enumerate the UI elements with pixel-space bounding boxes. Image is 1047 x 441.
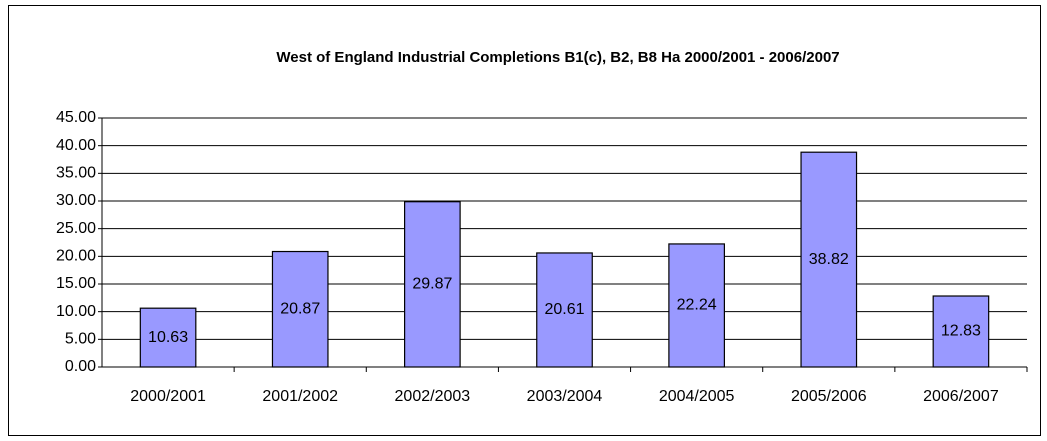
y-tick-label: 15.00 — [56, 275, 96, 292]
bar — [668, 243, 725, 368]
data-label: 29.87 — [412, 276, 452, 293]
y-tick-label: 0.00 — [65, 358, 96, 375]
data-label: 12.83 — [941, 323, 981, 340]
x-tick-label: 2005/2006 — [791, 388, 867, 405]
bar — [932, 295, 990, 368]
data-label: 20.87 — [280, 300, 320, 317]
y-tick-label: 5.00 — [65, 331, 96, 348]
bar — [800, 151, 858, 368]
y-tick-label: 10.00 — [56, 303, 96, 320]
bar — [536, 252, 593, 368]
y-tick-label: 30.00 — [56, 192, 96, 209]
x-tick-label: 2002/2003 — [395, 388, 471, 405]
x-tick-label: 2006/2007 — [923, 388, 999, 405]
x-tick-label: 2000/2001 — [130, 388, 206, 405]
x-tick-label: 2003/2004 — [527, 388, 603, 405]
data-label: 22.24 — [677, 297, 717, 314]
y-tick-label: 45.00 — [56, 109, 96, 126]
bar — [404, 201, 461, 368]
x-tick-label: 2001/2002 — [262, 388, 338, 405]
data-label: 10.63 — [148, 329, 188, 346]
y-tick-label: 25.00 — [56, 220, 96, 237]
chart-border — [8, 5, 1041, 436]
chart-title: West of England Industrial Completions B… — [276, 49, 839, 66]
y-tick-label: 20.00 — [56, 248, 96, 265]
y-tick-label: 35.00 — [56, 165, 96, 182]
data-label: 38.82 — [809, 251, 849, 268]
data-label: 20.61 — [544, 301, 584, 318]
x-tick-label: 2004/2005 — [659, 388, 735, 405]
bar — [271, 250, 329, 368]
y-tick-label: 40.00 — [56, 137, 96, 154]
